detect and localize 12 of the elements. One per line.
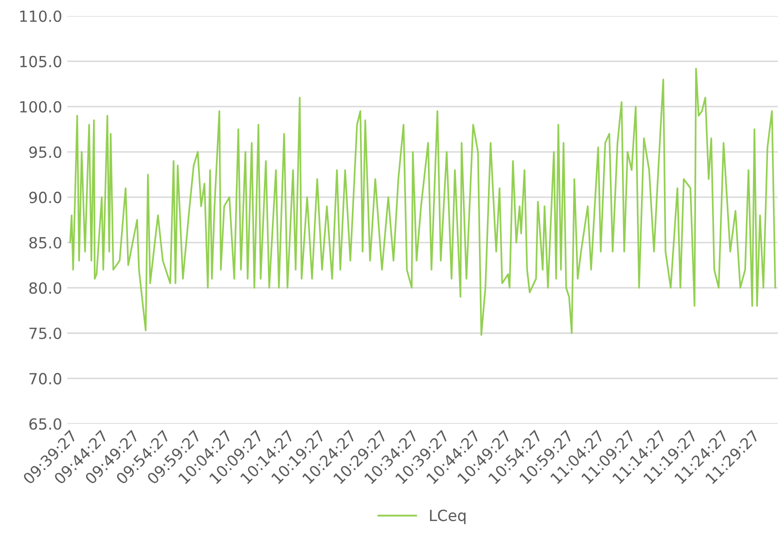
y-tick-label: 70.0 — [30, 372, 62, 384]
y-tick-label: 80.0 — [29, 282, 62, 294]
y-tick-label: 105.0 — [20, 56, 62, 68]
line-series — [69, 68, 776, 336]
y-tick-label: 100.0 — [20, 101, 62, 113]
y-tick-label: 95.0 — [29, 146, 62, 158]
y-tick-label: 110.0 — [20, 10, 62, 22]
y-tick-label: 75.0 — [30, 328, 62, 340]
y-tick-label: 65.0 — [29, 418, 62, 430]
y-tick-label: 90.0 — [29, 192, 62, 204]
legend-label: LCeq — [430, 510, 466, 524]
y-tick-label: 85.0 — [29, 236, 62, 249]
